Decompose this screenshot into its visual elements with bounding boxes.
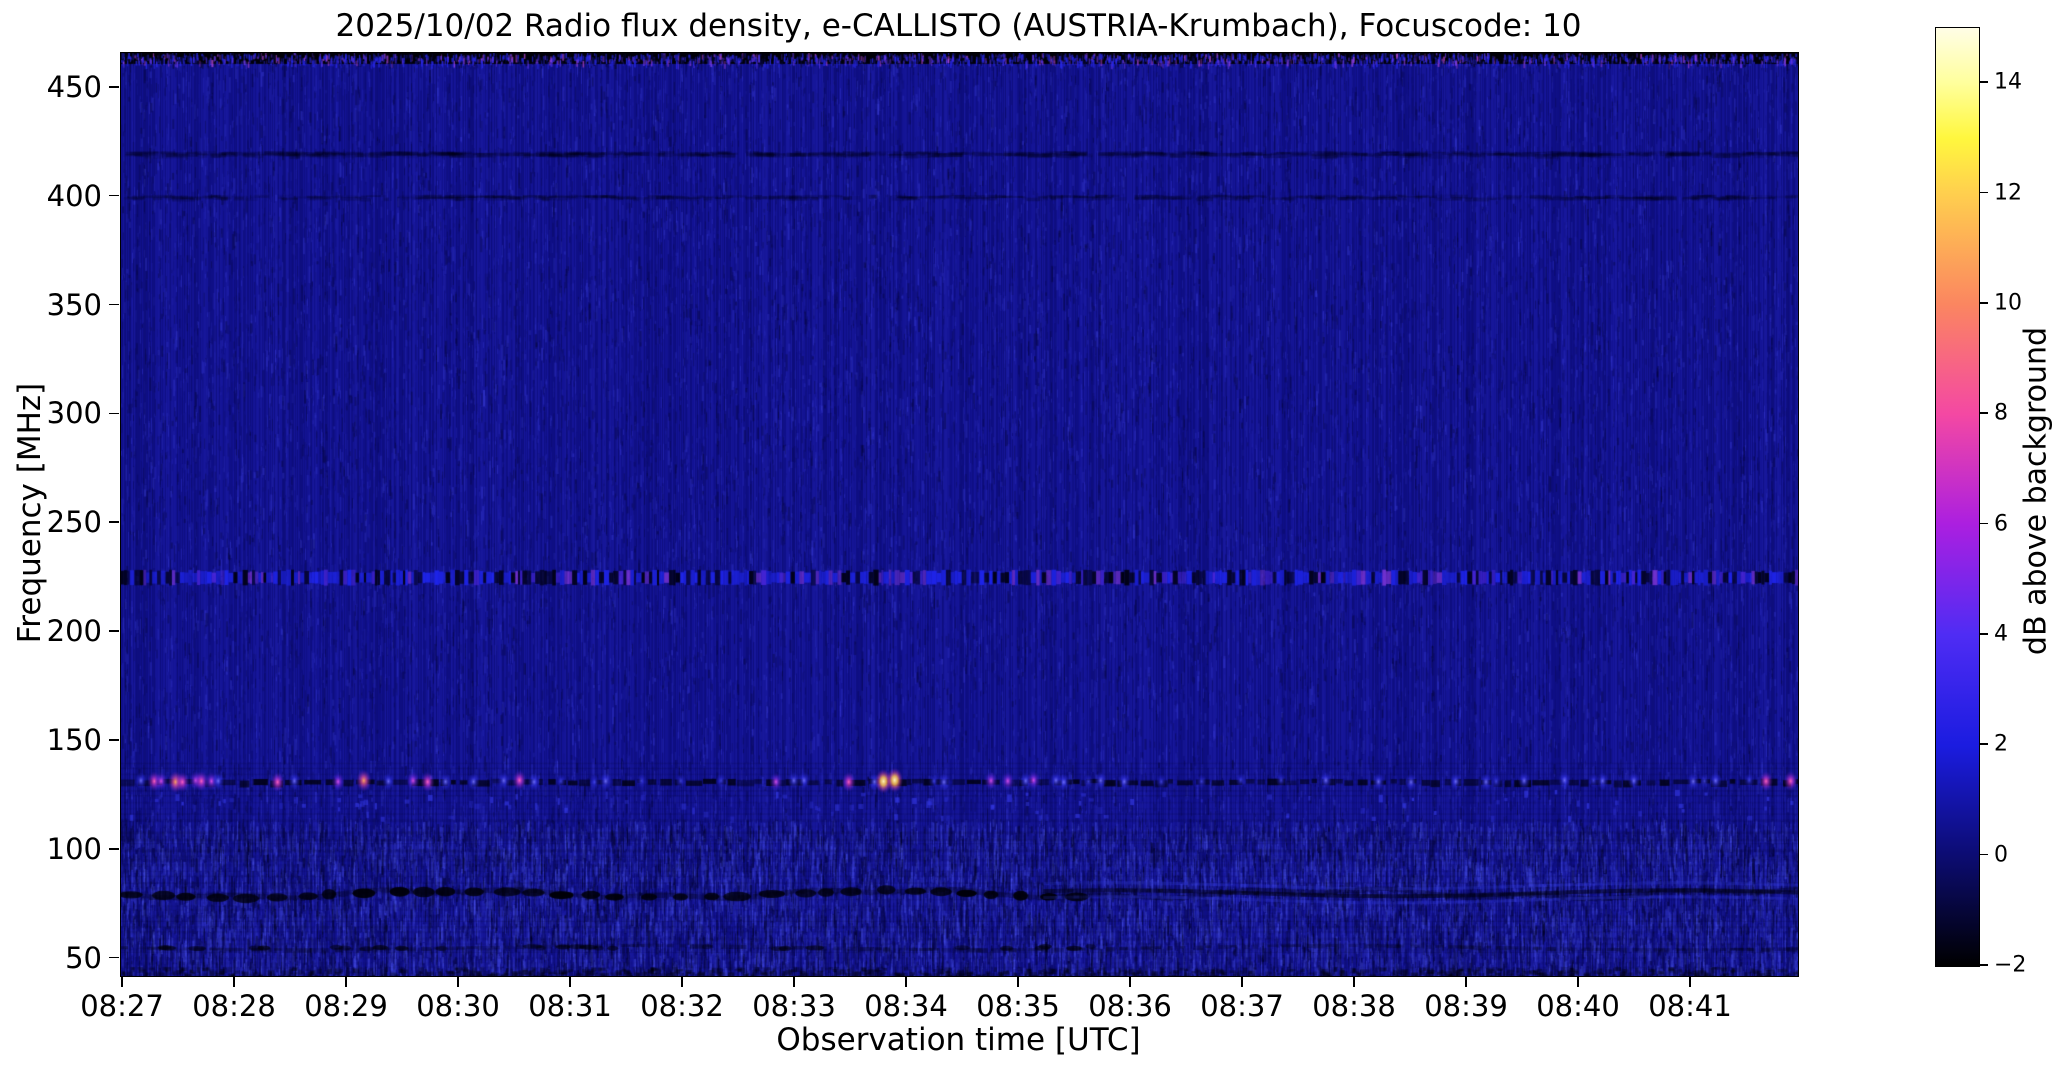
x-axis-label: Observation time [UTC] bbox=[776, 1022, 1141, 1058]
x-tick bbox=[1577, 977, 1579, 987]
colorbar-tick bbox=[1980, 522, 1988, 525]
y-tick-label: 150 bbox=[46, 722, 102, 757]
x-tick-label: 08:35 bbox=[976, 989, 1060, 1023]
colorbar-tick bbox=[1980, 412, 1988, 415]
x-tick bbox=[569, 977, 571, 987]
y-tick-label: 400 bbox=[46, 178, 102, 213]
y-tick bbox=[109, 521, 119, 523]
x-tick bbox=[793, 977, 795, 987]
x-tick-label: 08:33 bbox=[752, 989, 836, 1023]
y-tick-label: 300 bbox=[46, 396, 102, 431]
y-tick bbox=[109, 303, 119, 306]
colorbar bbox=[1935, 27, 1980, 967]
x-tick bbox=[1353, 977, 1355, 987]
colorbar-tick bbox=[1980, 633, 1988, 635]
colorbar-tick-label: 8 bbox=[1994, 400, 2008, 426]
y-axis-label: Frequency [MHz] bbox=[12, 382, 48, 644]
x-tick-label: 08:38 bbox=[1312, 989, 1396, 1023]
x-tick bbox=[1017, 977, 1019, 987]
x-tick bbox=[1241, 977, 1243, 987]
plot-area bbox=[120, 52, 1799, 977]
y-tick bbox=[109, 847, 119, 850]
y-tick-label: 350 bbox=[46, 287, 102, 322]
x-tick-label: 08:34 bbox=[864, 989, 948, 1023]
x-tick bbox=[233, 977, 235, 987]
y-tick-label: 100 bbox=[46, 831, 102, 866]
colorbar-tick-label: −2 bbox=[1994, 952, 2027, 978]
y-tick bbox=[109, 739, 119, 741]
y-tick bbox=[109, 86, 119, 88]
y-tick bbox=[109, 412, 119, 415]
x-tick-label: 08:36 bbox=[1088, 989, 1172, 1023]
colorbar-tick-label: 4 bbox=[1994, 621, 2008, 647]
x-tick bbox=[457, 977, 459, 987]
y-tick-label: 200 bbox=[46, 614, 102, 649]
x-tick-label: 08:31 bbox=[528, 989, 612, 1023]
colorbar-tick-label: 6 bbox=[1994, 511, 2008, 537]
x-tick-label: 08:30 bbox=[416, 989, 500, 1023]
x-tick bbox=[905, 977, 907, 987]
y-tick-label: 250 bbox=[46, 505, 102, 540]
x-tick bbox=[121, 977, 123, 987]
x-tick-label: 08:32 bbox=[640, 989, 724, 1023]
y-tick-label: 450 bbox=[46, 69, 102, 104]
chart-title: 2025/10/02 Radio flux density, e-CALLIST… bbox=[335, 8, 1582, 44]
x-tick-label: 08:39 bbox=[1424, 989, 1508, 1023]
x-tick bbox=[1465, 977, 1467, 987]
colorbar-tick-label: 12 bbox=[1994, 180, 2022, 206]
colorbar-tick-label: 14 bbox=[1994, 69, 2022, 95]
x-tick bbox=[1689, 977, 1691, 987]
colorbar-tick-label: 0 bbox=[1994, 842, 2008, 868]
colorbar-tick-label: 10 bbox=[1994, 290, 2022, 316]
x-tick bbox=[1129, 977, 1131, 987]
colorbar-tick bbox=[1980, 191, 1988, 194]
x-tick-label: 08:27 bbox=[80, 989, 164, 1023]
x-tick-label: 08:37 bbox=[1200, 989, 1284, 1023]
x-tick bbox=[681, 977, 683, 987]
colorbar-tick bbox=[1980, 302, 1988, 304]
y-tick bbox=[109, 194, 119, 197]
colorbar-tick bbox=[1980, 853, 1988, 856]
x-tick-label: 08:41 bbox=[1648, 989, 1732, 1023]
x-tick-label: 08:29 bbox=[304, 989, 388, 1023]
x-tick-label: 08:40 bbox=[1536, 989, 1620, 1023]
colorbar-tick bbox=[1980, 81, 1988, 83]
x-tick-label: 08:28 bbox=[192, 989, 276, 1023]
y-tick bbox=[109, 956, 119, 959]
colorbar-tick-label: 2 bbox=[1994, 731, 2008, 757]
y-tick-label: 50 bbox=[65, 940, 102, 975]
spectrogram-canvas bbox=[121, 53, 1798, 976]
colorbar-tick bbox=[1980, 964, 1988, 966]
colorbar-label: dB above background bbox=[2018, 326, 2054, 656]
x-tick bbox=[345, 977, 347, 987]
y-tick bbox=[109, 630, 119, 632]
colorbar-tick bbox=[1980, 743, 1988, 746]
